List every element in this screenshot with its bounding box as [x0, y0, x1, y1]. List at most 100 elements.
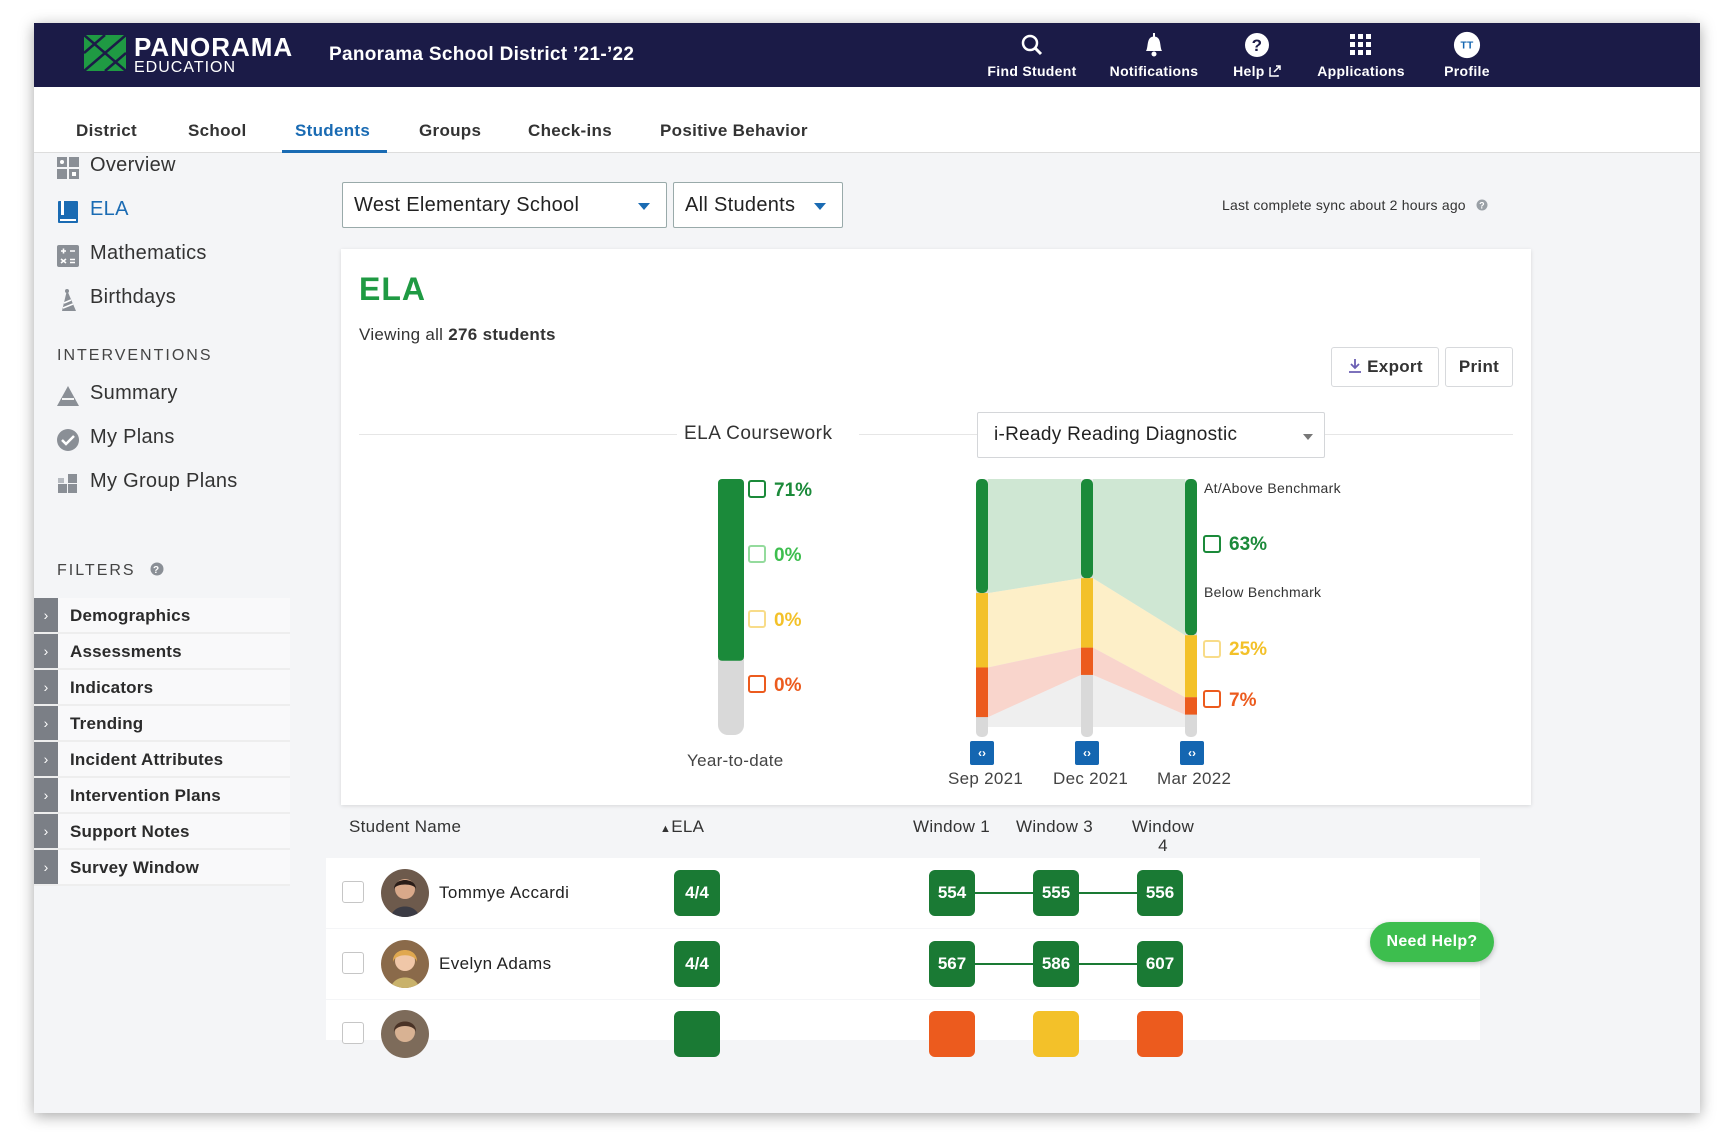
table-row[interactable]: Tommye Accardi 4/4 554 555 556: [326, 858, 1480, 928]
filter-demographics[interactable]: › Demographics: [34, 598, 290, 634]
row-checkbox[interactable]: [342, 952, 364, 974]
window-nav-button[interactable]: ‹›: [1075, 741, 1099, 765]
filter-label: Indicators: [70, 678, 154, 697]
filter-label: Intervention Plans: [70, 786, 221, 805]
tab-groups[interactable]: Groups: [419, 121, 482, 140]
window-score-badge[interactable]: 586: [1033, 941, 1079, 987]
sidebar: Overview ELA Mathematics Birthdays INTER…: [34, 154, 324, 1113]
filter-label: Demographics: [70, 606, 191, 625]
filter-checkbox[interactable]: [748, 675, 766, 693]
svg-text:?: ?: [153, 565, 161, 576]
info-icon[interactable]: ?: [150, 562, 164, 576]
area-band-0: [1093, 479, 1185, 636]
tab-students[interactable]: Students: [295, 121, 371, 140]
school-select[interactable]: West Elementary School: [342, 182, 667, 228]
profile-avatar: TT: [1453, 31, 1481, 59]
chevron-down-icon: [814, 203, 826, 210]
tab-district[interactable]: District: [76, 121, 137, 140]
filter-label: Trending: [70, 714, 144, 733]
sidebar-item-label: ELA: [90, 198, 129, 220]
tick-label: Dec 2021: [1053, 769, 1129, 788]
window-score-badge[interactable]: [1137, 1011, 1183, 1057]
find-student-button[interactable]: Find Student: [982, 29, 1082, 83]
student-name[interactable]: Evelyn Adams: [439, 954, 552, 973]
district-title: Panorama School District ’21-’22: [329, 44, 635, 65]
trend-line: [972, 963, 1034, 965]
pct-label: 0%: [774, 675, 802, 696]
filter-survey-window[interactable]: › Survey Window: [34, 850, 290, 886]
column-header-ela[interactable]: ▲ELA: [660, 817, 705, 836]
student-group-select[interactable]: All Students: [673, 182, 843, 228]
filter-checkbox[interactable]: [748, 610, 766, 628]
column-header-student-name[interactable]: Student Name: [349, 817, 462, 836]
help-button[interactable]: ? Help: [1222, 29, 1292, 83]
column-header-window-4[interactable]: Window 4: [1131, 817, 1195, 855]
sort-icon: ▲: [660, 823, 672, 835]
window-score-badge[interactable]: 555: [1033, 870, 1079, 916]
triangle-icon: [57, 386, 79, 406]
window-score-badge[interactable]: [929, 1011, 975, 1057]
window-segment-0: [976, 479, 988, 594]
sidebar-item-label: My Group Plans: [90, 470, 238, 492]
export-button[interactable]: Export: [1331, 347, 1439, 387]
tab-school[interactable]: School: [188, 121, 247, 140]
bell-icon: [1146, 33, 1162, 57]
window-score-badge[interactable]: 607: [1137, 941, 1183, 987]
tick-label: Mar 2022: [1157, 769, 1232, 788]
filter-incident-attributes[interactable]: › Incident Attributes: [34, 742, 290, 778]
filter-checkbox[interactable]: [1203, 690, 1221, 708]
window-score-badge[interactable]: 554: [929, 870, 975, 916]
print-button[interactable]: Print: [1445, 347, 1513, 387]
tab-positive-behavior[interactable]: Positive Behavior: [660, 121, 808, 140]
notifications-button[interactable]: Notifications: [1104, 29, 1204, 83]
column-header-window-3[interactable]: Window 3: [1016, 817, 1094, 836]
tab-check-ins[interactable]: Check-ins: [528, 121, 612, 140]
row-checkbox[interactable]: [342, 1022, 364, 1044]
ela-score-badge[interactable]: 4/4: [674, 941, 720, 987]
filter-assessments[interactable]: › Assessments: [34, 634, 290, 670]
brand-name: PANORAMA: [134, 32, 294, 62]
filter-support-notes[interactable]: › Support Notes: [34, 814, 290, 850]
chevron-right-icon: ›: [34, 634, 58, 668]
coursework-title: ELA Coursework: [684, 423, 833, 444]
ela-score-badge[interactable]: [674, 1011, 720, 1057]
blocks-icon: [58, 474, 77, 493]
column-header-window-1[interactable]: Window 1: [913, 817, 991, 836]
window-score-badge[interactable]: 567: [929, 941, 975, 987]
chevron-down-icon: [638, 203, 650, 210]
svg-text:?: ?: [1479, 201, 1485, 211]
viewing-count: Viewing all 276 students: [359, 325, 556, 344]
chevron-right-icon: ›: [34, 742, 58, 776]
student-name[interactable]: Tommye Accardi: [439, 883, 570, 902]
filter-trending[interactable]: › Trending: [34, 706, 290, 742]
filter-checkbox[interactable]: [748, 545, 766, 563]
window-score-badge[interactable]: 556: [1137, 870, 1183, 916]
divider: [359, 434, 677, 435]
pct-label: 7%: [1229, 690, 1257, 711]
help-label: Help: [1233, 63, 1265, 79]
chevron-down-icon: [1303, 434, 1313, 440]
table-row[interactable]: Evelyn Adams 4/4 567 586 607: [326, 929, 1480, 999]
table-row[interactable]: [326, 1000, 1480, 1058]
need-help-button[interactable]: Need Help?: [1370, 922, 1494, 962]
filter-checkbox[interactable]: [1203, 535, 1221, 553]
window-segment-1: [1185, 635, 1197, 698]
profile-button[interactable]: TT Profile: [1432, 29, 1502, 83]
filter-checkbox[interactable]: [1203, 640, 1221, 658]
ela-score-badge[interactable]: 4/4: [674, 870, 720, 916]
row-checkbox[interactable]: [342, 881, 364, 903]
filter-intervention-plans[interactable]: › Intervention Plans: [34, 778, 290, 814]
window-nav-button[interactable]: ‹›: [1180, 741, 1204, 765]
x-axis-label: Year-to-date: [687, 751, 784, 770]
applications-button[interactable]: Applications: [1311, 29, 1411, 83]
filter-checkbox[interactable]: [748, 480, 766, 498]
window-segment-0: [1185, 479, 1197, 636]
panorama-logo[interactable]: [82, 33, 128, 73]
chevron-right-icon: ›: [34, 814, 58, 848]
divider: [1325, 434, 1513, 435]
info-icon[interactable]: ?: [1476, 199, 1488, 211]
filter-indicators[interactable]: › Indicators: [34, 670, 290, 706]
window-nav-button[interactable]: ‹›: [970, 741, 994, 765]
window-score-badge[interactable]: [1033, 1011, 1079, 1057]
assessment-select[interactable]: i-Ready Reading Diagnostic: [977, 412, 1325, 458]
